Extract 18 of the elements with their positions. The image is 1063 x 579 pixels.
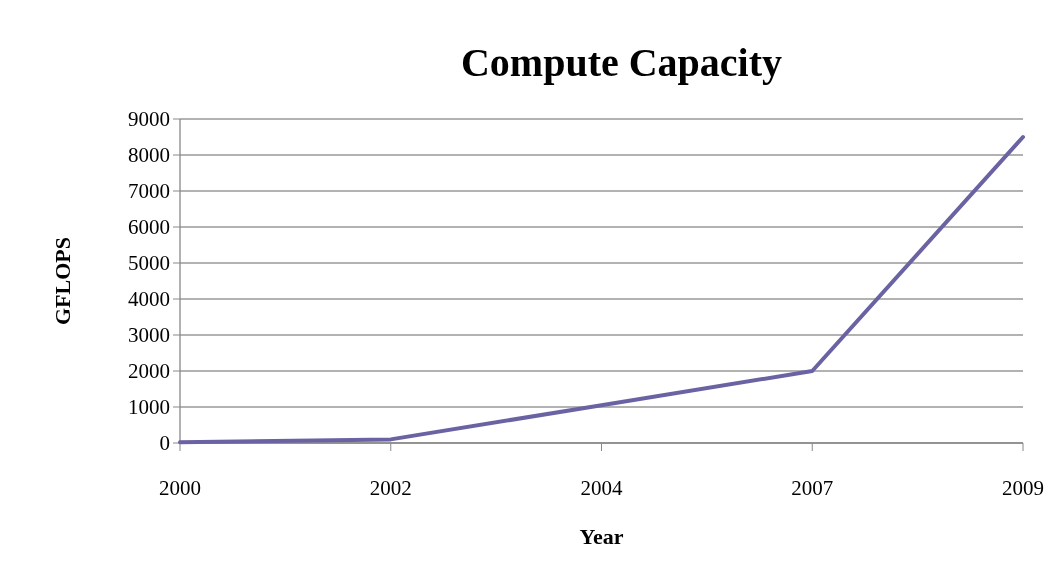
y-tick-label: 8000 [128, 143, 170, 168]
x-tick-label: 2007 [791, 476, 834, 500]
y-tick-label: 3000 [128, 323, 170, 348]
chart-title: Compute Capacity [460, 40, 783, 85]
x-axis-title: Year [579, 524, 624, 549]
y-tick-label: 9000 [128, 107, 170, 132]
y-tick-label: 1000 [128, 395, 170, 420]
x-tick-label: 2004 [580, 476, 623, 500]
y-axis-title: GFLOPS [50, 236, 75, 326]
y-tick-label: 5000 [128, 251, 170, 276]
y-tick-label: 2000 [128, 359, 170, 384]
y-tick-label: 7000 [128, 179, 170, 204]
x-tick-label: 2009 [1002, 476, 1044, 500]
y-tick-label: 6000 [128, 215, 170, 240]
y-tick-label: 0 [159, 431, 170, 456]
y-tick-label: 4000 [128, 287, 170, 312]
x-tick-label: 2000 [159, 476, 201, 500]
x-tick-label: 2002 [369, 476, 412, 500]
